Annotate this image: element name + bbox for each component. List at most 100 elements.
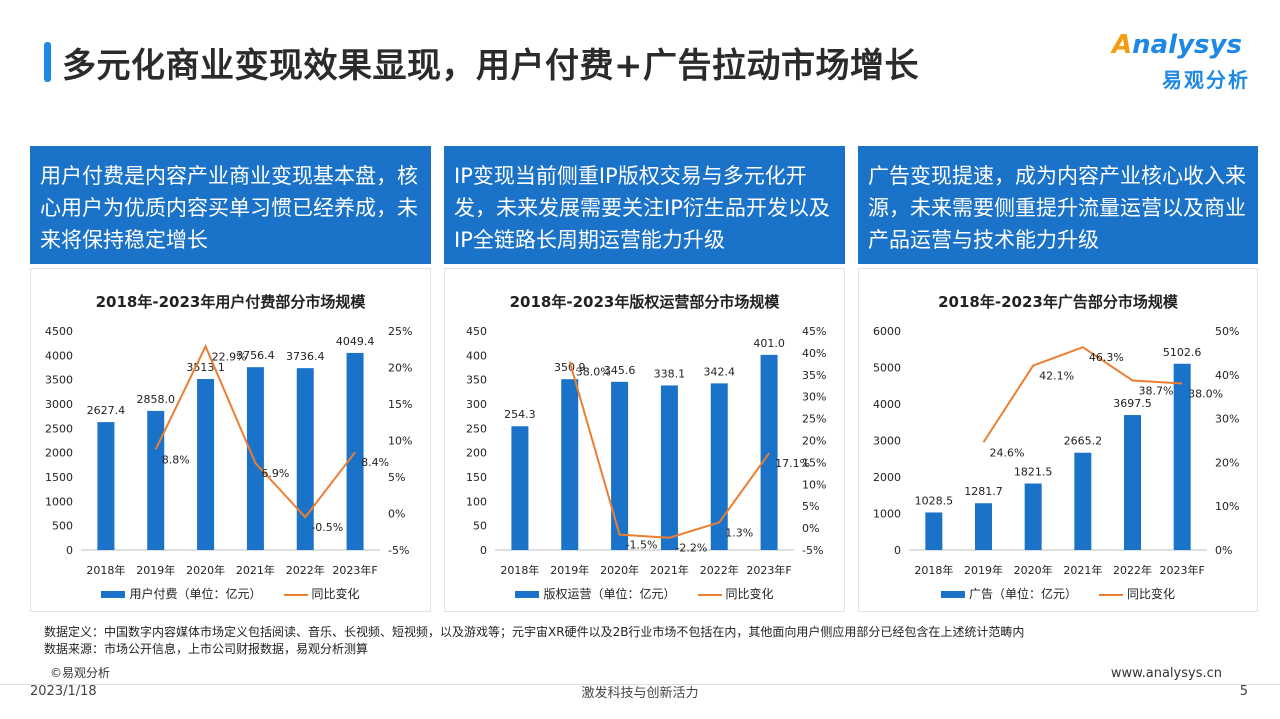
series-line-yoy	[568, 361, 770, 539]
y-right-tick-label: 30%	[802, 391, 826, 404]
legend-bar-swatch	[515, 591, 540, 598]
legend-bar-label: 版权运营（单位：亿元）	[543, 587, 676, 601]
y-left-tick-label: 4000	[873, 398, 901, 411]
y-right-tick-label: -5%	[388, 544, 409, 557]
bar-value-label: 350.9	[554, 361, 586, 374]
y-right-tick-label: 25%	[388, 325, 412, 338]
bar	[147, 410, 165, 550]
y-left-tick-label: 50	[473, 520, 487, 533]
report-date: 2023/1/18	[30, 684, 97, 699]
y-right-tick-label: -5%	[802, 544, 823, 557]
bar	[611, 381, 629, 550]
bar	[1024, 483, 1042, 550]
bar-value-label: 254.3	[504, 408, 536, 421]
y-right-tick-label: 20%	[802, 435, 826, 448]
y-left-tick-label: 2500	[45, 422, 73, 435]
bar-value-label: 3736.4	[286, 350, 325, 363]
x-tick-label: 2019年	[136, 563, 175, 577]
logo-chinese-name: 易观分析	[1162, 68, 1250, 92]
line-value-label: 8.4%	[361, 456, 389, 469]
legend-line-swatch	[1099, 593, 1123, 596]
legend-line-label: 同比变化	[1127, 587, 1176, 601]
legend-line-swatch	[697, 593, 722, 596]
bar-value-label: 2627.4	[87, 404, 126, 417]
page-number: 5	[1239, 684, 1248, 699]
y-right-tick-label: 15%	[388, 398, 412, 411]
bar-value-label: 1281.7	[964, 485, 1003, 498]
bar	[975, 503, 992, 550]
y-right-tick-label: 40%	[802, 347, 826, 360]
chart-title: 2018年-2023年广告部分市场规模	[938, 293, 1178, 311]
summary-box-advertising: 广告变现提速，成为内容产业核心收入来源，未来需要侧重提升流量运营以及商业产品运营…	[858, 146, 1258, 264]
y-left-tick-label: 3000	[45, 398, 73, 411]
y-right-tick-label: 5%	[388, 471, 405, 484]
line-value-label: 1.3%	[725, 526, 753, 539]
x-tick-label: 2019年	[550, 563, 589, 577]
x-tick-label: 2019年	[964, 563, 1003, 577]
title-accent-bar	[44, 42, 51, 82]
y-right-tick-label: 15%	[802, 456, 826, 469]
bar-value-label: 1028.5	[915, 494, 954, 507]
line-value-label: -0.5%	[311, 521, 343, 534]
line-value-label: 8.8%	[162, 453, 190, 466]
line-value-label: 38.0%	[1188, 388, 1223, 401]
legend-line-swatch	[283, 593, 308, 596]
y-left-tick-label: 3000	[873, 435, 901, 448]
y-right-tick-label: 10%	[388, 435, 412, 448]
footer-slogan: 激发科技与创新活力	[581, 686, 699, 701]
website-link[interactable]: www.analysys.cn	[1110, 666, 1222, 681]
chart-legend: 版权运营（单位：亿元） 同比变化	[445, 585, 844, 602]
chart-ip-licensing: 0 50 100 150 200 250 300 350 400 450 -5% 0% 5% 10% 15%…	[466, 325, 826, 577]
bar	[925, 512, 943, 550]
y-left-tick-label: 150	[466, 471, 487, 484]
x-tick-label: 2021年	[1063, 563, 1102, 577]
y-right-tick-label: 5%	[802, 500, 819, 513]
chart-user-payment: 0 500 1000 1500 2000 2500 3000 3500 4000 4500 -5% 0…	[45, 325, 412, 577]
chart-panel-user-payment: 2018年-2023年用户付费部分市场规模 0 500 1000 1500 2000 25…	[30, 268, 431, 612]
bar-value-label: 5102.6	[1163, 346, 1202, 359]
x-tick-label: 2022年	[1113, 563, 1152, 577]
y-left-tick-label: 0	[894, 544, 901, 557]
copyright: ©易观分析	[50, 666, 111, 680]
y-left-tick-label: 450	[466, 325, 487, 338]
y-left-tick-label: 200	[466, 447, 487, 460]
x-tick-label: 2022年	[700, 563, 739, 577]
bar	[511, 426, 529, 550]
bar	[346, 352, 364, 550]
y-right-tick-label: 25%	[802, 413, 826, 426]
bar	[197, 379, 215, 550]
x-tick-label: 2023年F	[1160, 563, 1205, 577]
bar-value-label: 401.0	[753, 337, 785, 350]
bar-value-label: 345.6	[604, 364, 636, 377]
line-value-label: 42.1%	[1039, 370, 1074, 383]
bar	[760, 354, 778, 550]
summary-box-ip-licensing: IP变现当前侧重IP版权交易与多元化开发，未来发展需要关注IP衍生品开发以及IP…	[444, 146, 845, 264]
y-left-tick-label: 4500	[45, 325, 73, 338]
line-value-label: 6.9%	[261, 467, 289, 480]
x-tick-label: 2018年	[86, 563, 125, 577]
y-right-tick-label: 45%	[802, 325, 826, 338]
legend-bar-label: 用户付费（单位：亿元）	[129, 587, 262, 601]
chart-title: 2018年-2023年用户付费部分市场规模	[95, 293, 366, 311]
y-right-tick-label: 0%	[1215, 544, 1232, 557]
y-right-tick-label: 10%	[1215, 500, 1239, 513]
bar	[97, 422, 115, 550]
x-tick-label: 2023年F	[332, 563, 377, 577]
y-left-tick-label: 1000	[45, 495, 73, 508]
bar	[561, 379, 579, 550]
y-left-tick-label: 300	[466, 398, 487, 411]
x-tick-label: 2018年	[914, 563, 953, 577]
y-left-tick-label: 5000	[873, 362, 901, 375]
bar-value-label: 338.1	[654, 367, 686, 380]
line-value-label: -2.2%	[675, 542, 707, 555]
y-left-tick-label: 500	[52, 520, 73, 533]
bar	[1074, 452, 1092, 550]
y-right-tick-label: 20%	[388, 362, 412, 375]
line-value-label: -1.5%	[626, 539, 658, 552]
data-definition: 数据定义：中国数字内容媒体市场定义包括阅读、音乐、长视频、短视频，以及游戏等；元…	[44, 625, 1025, 639]
y-left-tick-label: 350	[466, 374, 487, 387]
legend-bar-swatch	[101, 591, 126, 598]
logo-wordmark: Analysys	[1112, 30, 1242, 60]
line-value-label: 46.3%	[1089, 351, 1124, 364]
y-right-tick-label: 10%	[802, 478, 826, 491]
